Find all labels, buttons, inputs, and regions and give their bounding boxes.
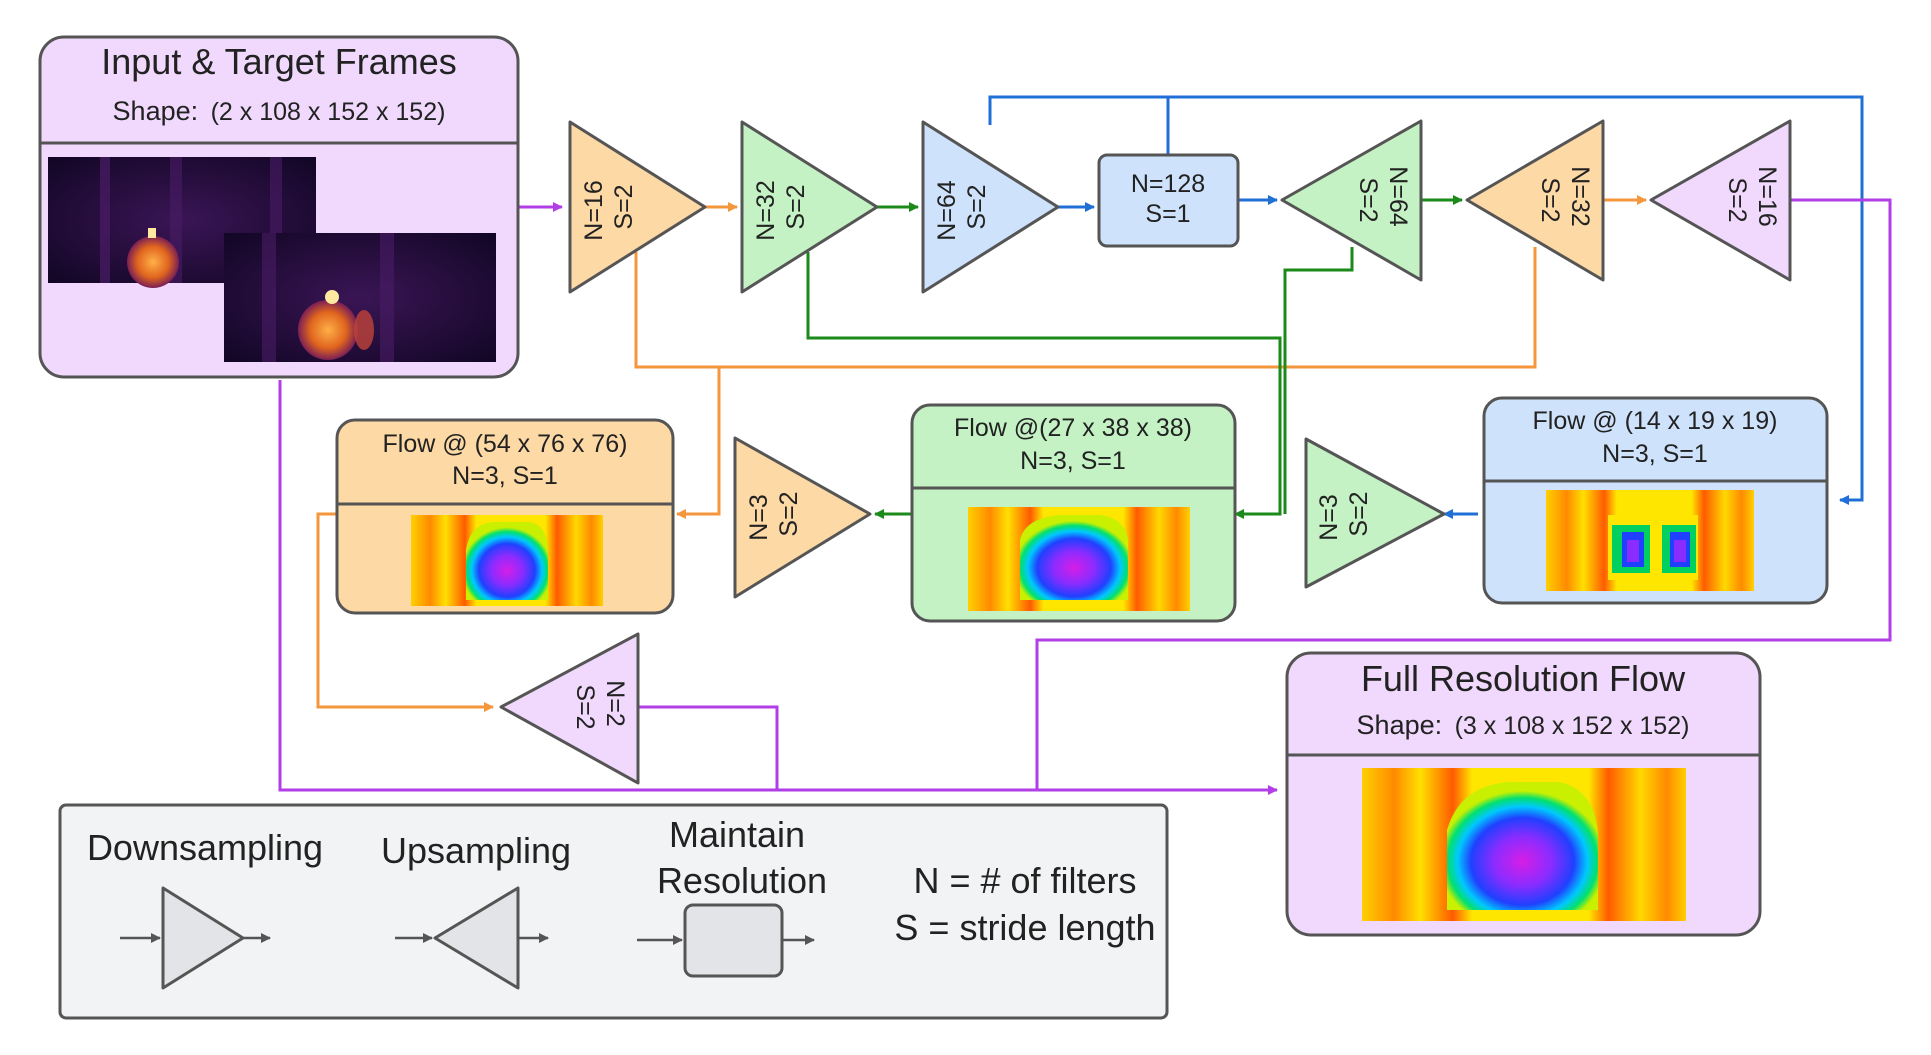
legend-maintain-label: Maintain Resolution — [657, 814, 827, 901]
flow-up3-label: N=2 S=2 — [571, 680, 629, 734]
enc3-s: S=2 — [963, 184, 991, 229]
flow-head-54-params: N=3, S=1 — [452, 462, 558, 490]
dec2-s: S=2 — [1536, 177, 1564, 222]
input-shape-label: Shape: — [113, 96, 199, 126]
legend-downsampling-label: Downsampling — [87, 827, 323, 868]
encoder-block-1: N=16 S=2 — [568, 120, 707, 294]
flow-up2-n: N=3 — [745, 494, 773, 541]
blue-skip-connector — [988, 95, 1864, 505]
legend-downsampling-icon — [120, 886, 271, 990]
connectors — [278, 95, 1892, 795]
input-frame-image — [48, 157, 316, 288]
flow-map-54-image — [411, 515, 603, 606]
flow-head-27: Flow @(27 x 38 x 38) N=3, S=1 — [910, 403, 1237, 623]
flow-upsampler-2: N=3 S=2 — [733, 436, 872, 599]
legend-maintain-icon — [637, 903, 815, 978]
legend-maintain-line1: Maintain — [669, 814, 805, 855]
enc1-label: N=16 S=2 — [580, 173, 638, 240]
flow-upsampler-3: N=2 S=2 — [499, 632, 640, 785]
orange-arrow-head3-up3 — [316, 512, 494, 712]
orange-skip-connector — [634, 247, 1537, 369]
dec3-label: N=16 S=2 — [1723, 166, 1781, 233]
dec1-label: N=64 S=2 — [1354, 166, 1412, 233]
legend-s-definition: S = stride length — [894, 907, 1155, 948]
encoder-block-2: N=32 S=2 — [740, 120, 879, 294]
enc3-label: N=64 S=2 — [933, 173, 991, 240]
dec3-s: S=2 — [1723, 177, 1751, 222]
legend-maintain-line2: Resolution — [657, 860, 827, 901]
flow-head-54-title: Flow @ (54 x 76 x 76) — [383, 430, 628, 458]
green-skip-dec1 — [1283, 247, 1354, 514]
enc2-s: S=2 — [782, 184, 810, 229]
flow-up1-s: S=2 — [1345, 491, 1373, 536]
flow-map-27-image — [968, 507, 1190, 611]
dec2-n: N=32 — [1566, 166, 1594, 226]
bottleneck-n: N=128 — [1131, 170, 1205, 198]
legend-upsampling-label: Upsampling — [381, 830, 571, 871]
purple-arrow-input-output — [278, 380, 1278, 795]
full-resolution-flow-image — [1362, 768, 1686, 921]
enc1-n: N=16 — [580, 180, 608, 240]
legend-n-definition: N = # of filters — [913, 860, 1136, 901]
legend-upsampling-icon — [395, 886, 549, 990]
flow-up3-s: S=2 — [571, 684, 599, 729]
dec1-n: N=64 — [1384, 166, 1412, 227]
flow-map-14-image — [1546, 490, 1754, 591]
input-shape-value: (2 x 108 x 152 x 152) — [211, 98, 446, 126]
output-shape-value: (3 x 108 x 152 x 152) — [1455, 712, 1690, 740]
flow-head-54: Flow @ (54 x 76 x 76) N=3, S=1 — [335, 418, 675, 615]
output-box-title: Full Resolution Flow — [1361, 658, 1686, 699]
dec3-n: N=16 — [1753, 166, 1781, 226]
green-skip-connector — [806, 252, 1282, 519]
input-frames-box: Input & Target Frames Shape: (2 x 108 x … — [38, 35, 520, 379]
output-shape-label: Shape: — [1357, 710, 1443, 740]
output-box-shape: Shape: (3 x 108 x 152 x 152) — [1357, 710, 1690, 740]
decoder-block-2: N=32 S=2 — [1465, 119, 1605, 282]
purple-arrow-up3-output — [638, 705, 779, 790]
output-flow-box: Full Resolution Flow Shape: (3 x 108 x 1… — [1285, 651, 1762, 937]
flow-upsampler-1: N=3 S=2 — [1304, 437, 1446, 589]
purple-arrow-dec3-output — [1035, 198, 1892, 790]
flow-head-14: Flow @ (14 x 19 x 19) N=3, S=1 — [1482, 396, 1829, 605]
flow-up2-label: N=3 S=2 — [745, 487, 803, 541]
flow-head-14-title: Flow @ (14 x 19 x 19) — [1533, 407, 1778, 435]
dec2-label: N=32 S=2 — [1536, 166, 1594, 233]
flow-up1-n: N=3 — [1315, 494, 1343, 541]
enc2-label: N=32 S=2 — [752, 173, 810, 240]
bottleneck-s: S=1 — [1145, 200, 1190, 228]
dec1-s: S=2 — [1354, 177, 1382, 222]
input-box-title: Input & Target Frames — [101, 41, 457, 82]
enc2-n: N=32 — [752, 180, 780, 240]
flow-head-27-title: Flow @(27 x 38 x 38) — [954, 414, 1192, 442]
target-frame-image — [224, 233, 496, 362]
enc3-n: N=64 — [933, 180, 961, 241]
decoder-block-1: N=64 S=2 — [1280, 119, 1423, 282]
input-box-shape: Shape: (2 x 108 x 152 x 152) — [113, 96, 446, 126]
flow-up3-n: N=2 — [601, 680, 629, 727]
enc1-s: S=2 — [610, 184, 638, 229]
flow-up2-s: S=2 — [775, 491, 803, 536]
encoder-block-3: N=64 S=2 — [921, 120, 1060, 294]
flow-head-14-params: N=3, S=1 — [1602, 440, 1708, 468]
bottleneck-block: N=128 S=1 — [1097, 153, 1240, 248]
decoder-block-3: N=16 S=2 — [1649, 119, 1792, 282]
flow-up1-label: N=3 S=2 — [1315, 487, 1373, 541]
legend: Downsampling Upsampling Maintain Resolut… — [58, 803, 1169, 1020]
orange-skip-drop — [676, 367, 721, 519]
flow-head-27-params: N=3, S=1 — [1020, 447, 1126, 475]
